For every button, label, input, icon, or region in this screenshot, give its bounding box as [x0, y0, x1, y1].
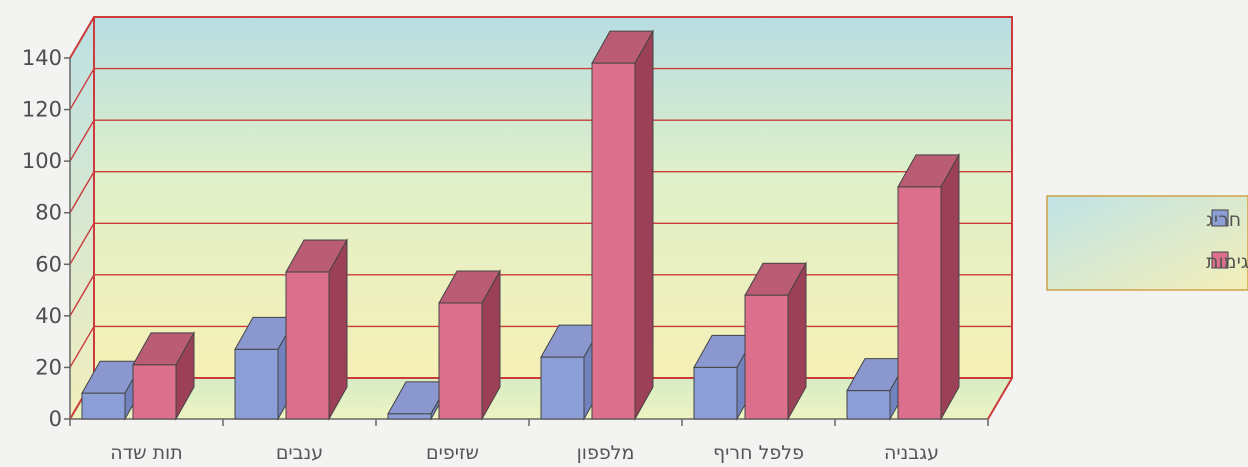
y-tick-label: 120 — [22, 98, 62, 122]
bar — [285, 238, 348, 421]
legend-item: חריג — [1206, 209, 1241, 231]
bar-front — [234, 348, 279, 420]
category-label: פלפל חריף — [713, 442, 804, 464]
bar-front — [591, 62, 636, 420]
bar — [132, 330, 195, 421]
y-tick-label: 0 — [49, 407, 62, 431]
y-tick-label: 60 — [35, 252, 62, 276]
bar-front — [285, 271, 330, 420]
legend: חריג סה"כ דגימות — [1046, 195, 1248, 291]
legend-item: סה"כ דגימות — [1206, 251, 1248, 273]
bar-side — [328, 238, 348, 421]
legend-label: סה"כ דגימות — [1206, 251, 1248, 273]
bar-front — [81, 392, 126, 420]
bars — [81, 29, 960, 421]
bar-front — [693, 366, 738, 420]
x-axis: תות שדה ענבים שזיפים מלפפון פלפל חריף עגבניה — [69, 418, 989, 464]
side-wall — [70, 17, 94, 419]
y-tick-label: 140 — [22, 46, 62, 70]
y-tick-label: 40 — [35, 304, 62, 328]
bar-front — [540, 356, 585, 420]
bar — [744, 261, 807, 421]
category-label: מלפפון — [577, 442, 635, 464]
bar — [591, 29, 654, 421]
bar-side — [634, 29, 654, 421]
y-axis: 0 20 40 60 80 100 120 140 — [22, 46, 71, 431]
bar-front — [132, 364, 177, 420]
bar — [897, 153, 960, 421]
category-label: עגבניה — [884, 442, 939, 464]
legend-swatch — [1211, 251, 1229, 269]
bar-front — [897, 186, 942, 420]
category-label: שזיפים — [426, 442, 479, 464]
category-label: תות שדה — [110, 442, 182, 464]
y-tick-label: 20 — [35, 355, 62, 379]
bar — [438, 269, 501, 421]
y-tick-label: 100 — [22, 149, 62, 173]
bar-front — [744, 294, 789, 420]
category-label: ענבים — [276, 442, 323, 464]
legend-swatch — [1211, 209, 1229, 227]
bar-front — [387, 413, 432, 420]
bar-front — [846, 390, 891, 420]
legend-label: חריג — [1206, 209, 1241, 231]
bar-front — [438, 302, 483, 420]
bar-side — [940, 153, 960, 421]
y-tick-label: 80 — [35, 201, 62, 225]
back-wall — [94, 17, 1012, 378]
